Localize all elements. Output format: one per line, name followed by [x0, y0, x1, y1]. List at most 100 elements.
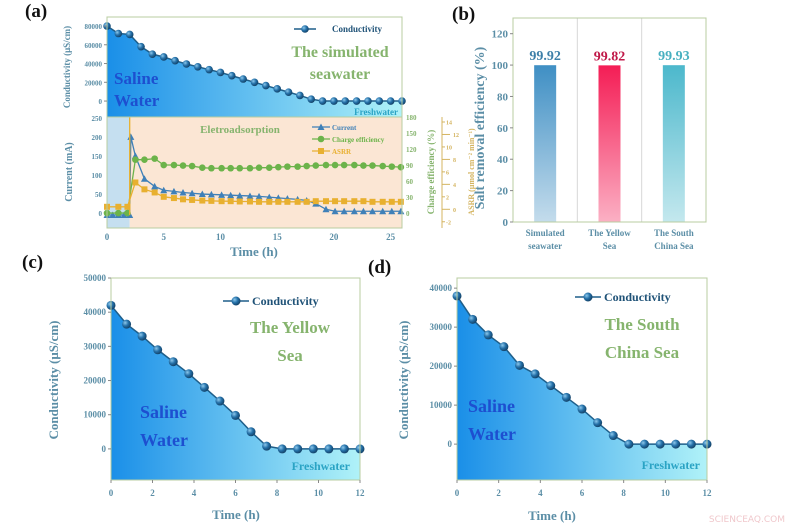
x-tick-label: 0 — [455, 488, 460, 498]
x-tick-label: 2 — [150, 488, 155, 498]
asrr-point — [124, 203, 131, 210]
charge-efficiency-point — [151, 155, 158, 162]
current-point — [255, 192, 263, 200]
x-tick-label: 2 — [496, 488, 501, 498]
bar-value-label: 99.82 — [594, 49, 626, 64]
asrr-point — [256, 198, 263, 205]
x-tick-label: 12 — [703, 488, 713, 498]
legend-marker-icon — [231, 296, 241, 306]
data-point — [352, 97, 361, 105]
a-top-fresh: Freshwater — [354, 107, 398, 117]
bar — [534, 65, 557, 223]
y-tick-label: 10000 — [430, 400, 453, 410]
y-right2-tick-label: 2 — [446, 195, 449, 201]
asrr-point — [275, 198, 282, 205]
current-point — [340, 207, 348, 215]
data-point — [483, 330, 493, 340]
current-point — [198, 190, 206, 198]
x-tick-label: 20 — [329, 232, 339, 242]
data-point — [375, 97, 384, 105]
charge-efficiency-point — [388, 163, 396, 170]
x-tick-label: 8 — [621, 488, 626, 498]
charge-efficiency-point — [284, 163, 291, 170]
charge-efficiency-point — [141, 156, 148, 163]
d-ylabel: Conductivity (μS/cm) — [396, 321, 411, 440]
current-point — [265, 193, 273, 201]
asrr-point — [341, 198, 348, 205]
a-top-title-2: seawater — [310, 66, 370, 83]
y-right2-tick-label: 6 — [446, 170, 449, 176]
data-point — [686, 439, 696, 449]
d-legend: Conductivity — [604, 290, 671, 304]
x-category-label: seawater — [528, 241, 562, 251]
panel-label-b: (b) — [452, 4, 475, 25]
data-point — [246, 427, 256, 437]
x-category-label: The Yellow — [588, 228, 631, 238]
y-tick-label: 250 — [92, 115, 103, 123]
asrr-point — [369, 198, 376, 205]
current-point — [236, 192, 244, 199]
area-fill — [457, 295, 707, 480]
x-category-label: China Sea — [654, 241, 694, 251]
data-point — [640, 439, 649, 449]
c-title-1: The Yellow — [250, 318, 331, 337]
x-tick-label: 6 — [580, 488, 585, 498]
y-tick-label: 30000 — [84, 341, 107, 351]
asrr-point — [208, 197, 215, 204]
asrr-point — [132, 179, 139, 186]
data-point — [137, 42, 145, 51]
x-category-label: Sea — [603, 241, 617, 251]
charge-efficiency-point — [115, 209, 122, 217]
x-tick-label: 5 — [161, 232, 166, 242]
charge-efficiency-point — [218, 164, 225, 172]
chart-d: 0 10000 20000 30000 40000 0 2 4 6 8 10 12 — [430, 277, 713, 498]
current-point — [388, 207, 396, 215]
data-point — [171, 56, 179, 65]
asrr-point — [170, 195, 177, 202]
a-bottom-ylabel-right1: Charge efficiency (%) — [426, 130, 436, 214]
current-point — [379, 207, 387, 215]
y-tick-label: 60 — [497, 123, 509, 135]
asrr-point — [332, 198, 339, 205]
data-point — [307, 95, 316, 103]
data-point — [239, 75, 247, 83]
data-point — [330, 97, 338, 105]
asrr-point — [303, 198, 310, 205]
data-point — [250, 78, 259, 87]
data-point — [182, 60, 191, 68]
data-point — [515, 360, 524, 370]
chart-a-top: 0 20000 40000 60000 80000 — [85, 16, 406, 118]
data-point — [228, 71, 236, 80]
d-xlabel: Time (h) — [528, 508, 576, 523]
charge-efficiency-point — [208, 164, 215, 172]
asrr-point — [236, 198, 243, 205]
y-tick-label: 0 — [99, 98, 103, 106]
panel-label-a: (a) — [25, 1, 47, 22]
data-point — [273, 85, 281, 93]
current-point — [207, 190, 215, 198]
bar — [662, 65, 685, 222]
data-point — [199, 382, 209, 392]
current-point — [246, 192, 254, 199]
y-right1-tick-label: 90 — [406, 162, 414, 170]
y-right2-tick-label: 4 — [453, 183, 456, 189]
asrr-point — [141, 186, 148, 193]
legend-current-icon — [317, 123, 325, 130]
x-tick-label: 10 — [216, 232, 226, 242]
c-xlabel: Time (h) — [212, 507, 260, 522]
charge-efficiency-point — [322, 161, 330, 169]
data-point — [262, 81, 270, 90]
chart-b: 99.92 Simulated seawater 99.82 The Yellow Sea… — [492, 17, 707, 251]
a-top-saline-2: Water — [114, 91, 160, 110]
data-point — [324, 444, 334, 454]
x-category-label: The South — [654, 228, 694, 238]
y-right1-tick-label: 60 — [406, 178, 414, 186]
x-tick-label: 12 — [356, 488, 366, 498]
y-right2-tick-label: 8 — [453, 158, 456, 164]
data-point — [193, 63, 202, 71]
charge-efficiency-point — [331, 161, 339, 169]
a-top-saline-1: Saline — [114, 69, 159, 88]
a-top-title-1: The simulated — [291, 44, 388, 61]
asrr-point — [312, 198, 319, 205]
charge-efficiency-point — [265, 164, 273, 171]
